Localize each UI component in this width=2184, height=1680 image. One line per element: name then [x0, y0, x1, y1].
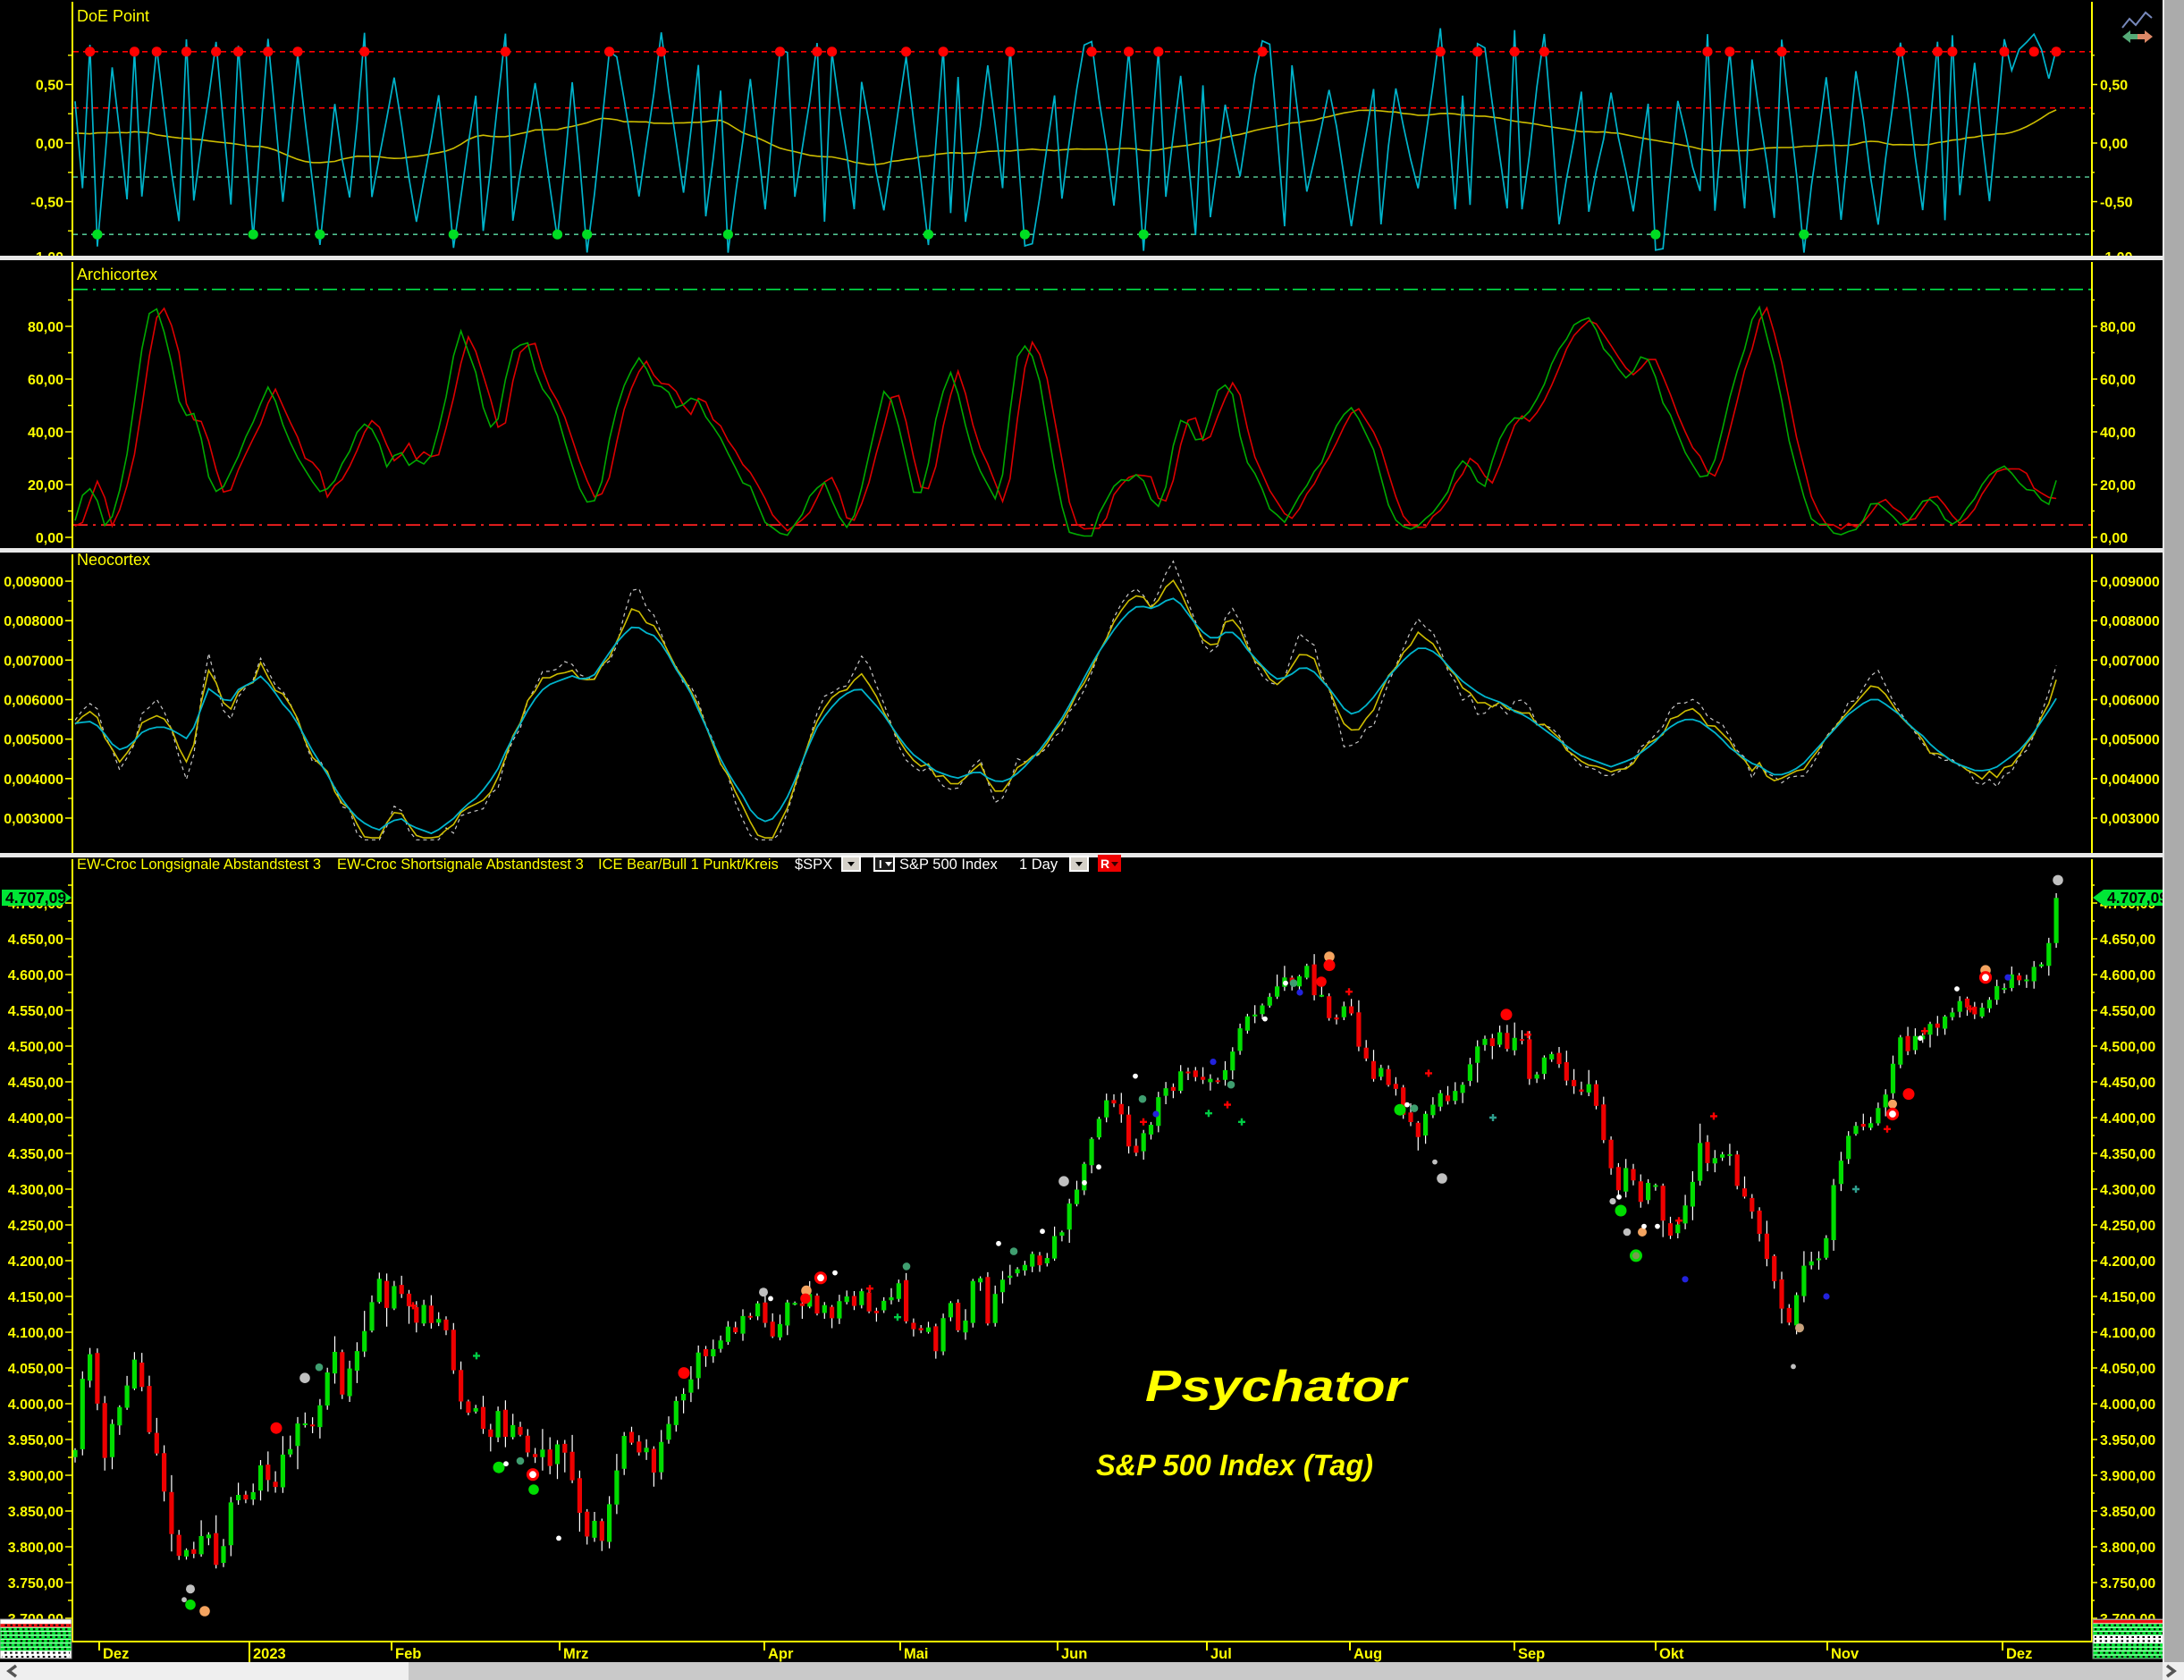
svg-text:4.200,00: 4.200,00	[8, 1254, 63, 1270]
svg-text:0,009000: 0,009000	[4, 575, 63, 590]
svg-text:Psychator: Psychator	[1145, 1363, 1410, 1411]
svg-text:60,00: 60,00	[28, 373, 63, 388]
svg-text:20,00: 20,00	[28, 478, 63, 494]
svg-text:4.400,00: 4.400,00	[8, 1111, 63, 1127]
svg-text:S&P 500 Index: S&P 500 Index	[899, 857, 999, 873]
svg-text:4.100,00: 4.100,00	[2100, 1326, 2155, 1341]
svg-text:0,50: 0,50	[2100, 79, 2128, 94]
svg-text:0,007000: 0,007000	[2100, 654, 2160, 669]
svg-text:80,00: 80,00	[2100, 320, 2136, 335]
svg-text:40,00: 40,00	[2100, 426, 2136, 441]
svg-text:Dez: Dez	[103, 1646, 129, 1662]
svg-text:3.800,00: 3.800,00	[2100, 1541, 2155, 1556]
svg-text:0,006000: 0,006000	[4, 694, 63, 709]
svg-text:4.050,00: 4.050,00	[8, 1362, 63, 1377]
svg-text:2023: 2023	[253, 1646, 286, 1662]
svg-text:0,004000: 0,004000	[4, 772, 63, 788]
svg-text:4.000,00: 4.000,00	[8, 1397, 63, 1413]
svg-text:4.650,00: 4.650,00	[2100, 933, 2155, 948]
svg-text:4.450,00: 4.450,00	[2100, 1076, 2155, 1091]
svg-text:Okt: Okt	[1659, 1646, 1684, 1662]
svg-text:0,003000: 0,003000	[2100, 812, 2160, 827]
svg-text:60,00: 60,00	[2100, 373, 2136, 388]
svg-text:3.750,00: 3.750,00	[2100, 1576, 2155, 1591]
svg-text:EW-Croc Shortsignale Abstandst: EW-Croc Shortsignale Abstandstest 3	[337, 857, 584, 873]
svg-text:0,008000: 0,008000	[4, 614, 63, 629]
svg-text:0,00: 0,00	[2100, 531, 2128, 546]
svg-text:4.650,00: 4.650,00	[8, 933, 63, 948]
svg-text:0,005000: 0,005000	[4, 733, 63, 748]
svg-text:4.250,00: 4.250,00	[2100, 1219, 2155, 1234]
svg-text:4.600,00: 4.600,00	[2100, 968, 2155, 984]
svg-text:-0,50: -0,50	[2100, 196, 2133, 211]
svg-text:4.400,00: 4.400,00	[2100, 1111, 2155, 1127]
svg-text:S&P 500 Index (Tag): S&P 500 Index (Tag)	[1096, 1448, 1373, 1482]
svg-text:4.300,00: 4.300,00	[8, 1183, 63, 1198]
svg-text:4.600,00: 4.600,00	[8, 968, 63, 984]
svg-text:4.300,00: 4.300,00	[2100, 1183, 2155, 1198]
svg-text:0,008000: 0,008000	[2100, 614, 2160, 629]
svg-text:4.050,00: 4.050,00	[2100, 1362, 2155, 1377]
svg-text:0,00: 0,00	[36, 531, 63, 546]
svg-text:Neocortex: Neocortex	[77, 551, 150, 569]
svg-text:3.900,00: 3.900,00	[8, 1469, 63, 1484]
svg-text:40,00: 40,00	[28, 426, 63, 441]
svg-text:0,009000: 0,009000	[2100, 575, 2160, 590]
svg-text:4.450,00: 4.450,00	[8, 1076, 63, 1091]
svg-text:4.707,09: 4.707,09	[2107, 889, 2168, 907]
svg-text:3.950,00: 3.950,00	[2100, 1433, 2155, 1448]
svg-text:4.250,00: 4.250,00	[8, 1219, 63, 1234]
svg-text:Jun: Jun	[1061, 1646, 1087, 1662]
svg-text:3.850,00: 3.850,00	[2100, 1505, 2155, 1520]
svg-text:0,00: 0,00	[2100, 137, 2128, 152]
svg-text:3.800,00: 3.800,00	[8, 1541, 63, 1556]
svg-text:Jul: Jul	[1210, 1646, 1232, 1662]
svg-text:4.707,09: 4.707,09	[5, 889, 66, 907]
svg-text:Feb: Feb	[395, 1646, 421, 1662]
svg-text:R: R	[1100, 857, 1109, 871]
svg-text:EW-Croc Longsignale Abstandste: EW-Croc Longsignale Abstandstest 3	[77, 857, 321, 873]
svg-text:4.100,00: 4.100,00	[8, 1326, 63, 1341]
svg-text:4.000,00: 4.000,00	[2100, 1397, 2155, 1413]
svg-text:0,00: 0,00	[36, 137, 63, 152]
svg-text:4.550,00: 4.550,00	[2100, 1004, 2155, 1019]
svg-text:0,007000: 0,007000	[4, 654, 63, 669]
svg-text:3.850,00: 3.850,00	[8, 1505, 63, 1520]
svg-text:Nov: Nov	[1831, 1646, 1859, 1662]
svg-text:Apr: Apr	[768, 1646, 794, 1662]
svg-text:4.350,00: 4.350,00	[8, 1147, 63, 1162]
svg-text:$SPX: $SPX	[795, 857, 832, 873]
svg-text:0,003000: 0,003000	[4, 812, 63, 827]
svg-text:Mrz: Mrz	[563, 1646, 588, 1662]
svg-text:0,004000: 0,004000	[2100, 772, 2160, 788]
svg-text:1 Day: 1 Day	[1019, 857, 1058, 873]
svg-text:80,00: 80,00	[28, 320, 63, 335]
svg-text:4.550,00: 4.550,00	[8, 1004, 63, 1019]
svg-text:I: I	[879, 857, 882, 871]
svg-text:Aug: Aug	[1353, 1646, 1382, 1662]
svg-text:4.350,00: 4.350,00	[2100, 1147, 2155, 1162]
svg-text:ICE Bear/Bull 1 Punkt/Kreis: ICE Bear/Bull 1 Punkt/Kreis	[598, 857, 779, 873]
svg-text:3.900,00: 3.900,00	[2100, 1469, 2155, 1484]
svg-text:4.500,00: 4.500,00	[2100, 1040, 2155, 1055]
svg-text:3.750,00: 3.750,00	[8, 1576, 63, 1591]
svg-text:0,005000: 0,005000	[2100, 733, 2160, 748]
svg-text:Sep: Sep	[1518, 1646, 1545, 1662]
svg-text:Mai: Mai	[904, 1646, 929, 1662]
svg-text:20,00: 20,00	[2100, 478, 2136, 494]
svg-text:4.200,00: 4.200,00	[2100, 1254, 2155, 1270]
svg-text:0,50: 0,50	[36, 79, 63, 94]
svg-text:Archicortex: Archicortex	[77, 266, 157, 283]
svg-text:4.150,00: 4.150,00	[8, 1290, 63, 1305]
svg-text:-0,50: -0,50	[31, 196, 64, 211]
svg-text:3.950,00: 3.950,00	[8, 1433, 63, 1448]
svg-text:0,006000: 0,006000	[2100, 694, 2160, 709]
svg-text:4.500,00: 4.500,00	[8, 1040, 63, 1055]
svg-text:Dez: Dez	[2006, 1646, 2032, 1662]
svg-text:4.150,00: 4.150,00	[2100, 1290, 2155, 1305]
svg-text:DoE Point: DoE Point	[77, 7, 149, 25]
